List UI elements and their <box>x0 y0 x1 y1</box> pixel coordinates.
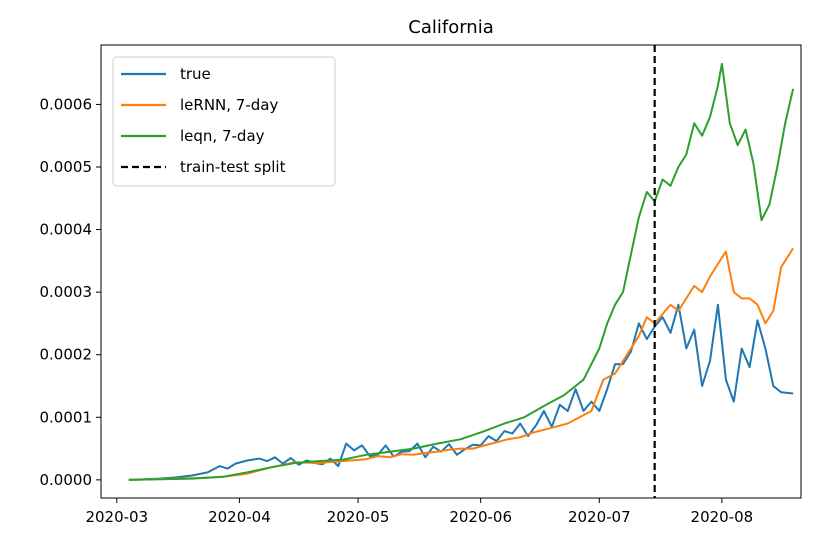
legend-label-3: train-test split <box>180 158 286 176</box>
x-tick-label-2: 2020-05 <box>327 508 390 526</box>
y-axis: 0.0000 0.0001 0.0002 0.0003 0.0004 0.0005 0.00… <box>40 95 101 489</box>
x-axis: 2020-03 2020-04 2020-05 2020-06 2020-07 2020-… <box>85 498 753 526</box>
y-tick-label-3: 0.0003 <box>40 283 93 301</box>
legend-box <box>112 56 336 187</box>
y-tick-label-1: 0.0001 <box>40 408 93 426</box>
legend-label-1: leRNN, 7-day <box>180 96 278 114</box>
x-tick-label-1: 2020-04 <box>208 508 271 526</box>
y-tick-label-5: 0.0005 <box>40 158 93 176</box>
x-tick-label-3: 2020-06 <box>449 508 512 526</box>
plot-lines <box>128 62 795 481</box>
legend: true leRNN, 7-day leqn, 7-day train-test sp… <box>112 56 336 187</box>
x-tick-label-0: 2020-03 <box>85 508 148 526</box>
y-tick-label-6: 0.0006 <box>40 95 93 113</box>
x-tick-label-4: 2020-07 <box>568 508 631 526</box>
legend-label-0: true <box>180 65 211 83</box>
series-line-1 <box>128 247 794 481</box>
legend-label-2: leqn, 7-day <box>180 127 265 145</box>
y-tick-label-4: 0.0004 <box>40 221 93 239</box>
x-tick-label-5: 2020-08 <box>691 508 754 526</box>
y-tick-label-2: 0.0002 <box>40 346 93 364</box>
series-line-0 <box>128 303 794 481</box>
chart-title: California <box>408 17 493 38</box>
y-tick-label-0: 0.0000 <box>40 471 93 489</box>
series-line-2 <box>128 62 795 481</box>
